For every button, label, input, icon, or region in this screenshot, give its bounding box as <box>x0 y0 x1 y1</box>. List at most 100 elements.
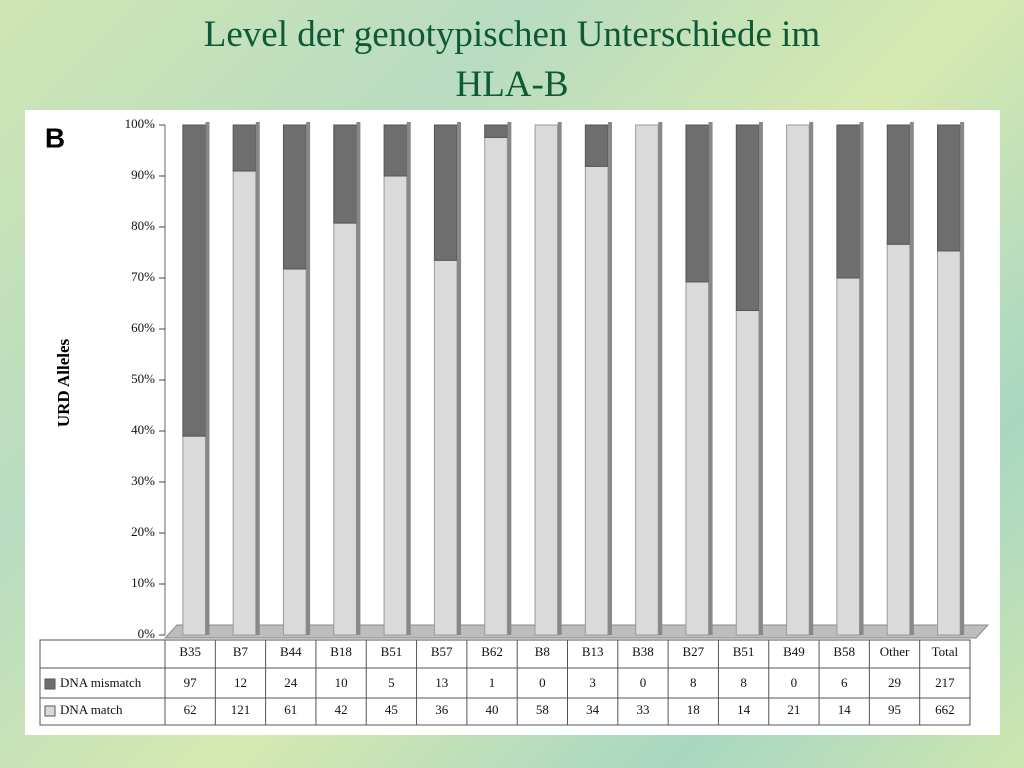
table-cell: 0 <box>791 675 798 690</box>
table-cell: 62 <box>184 702 197 717</box>
bar-segment <box>836 277 861 636</box>
table-cell: 12 <box>234 675 247 690</box>
bar-segment <box>484 136 508 636</box>
x-tick-label: B57 <box>431 644 453 659</box>
table-cell: 8 <box>740 675 747 690</box>
table-cell: 58 <box>536 702 549 717</box>
y-tick-label: 80% <box>131 218 155 233</box>
bar-side <box>607 122 612 635</box>
bar-side <box>406 122 411 635</box>
x-tick-label: B51 <box>733 644 755 659</box>
table-cell: 217 <box>935 675 955 690</box>
y-tick-label: 50% <box>131 371 155 386</box>
table-cell: 1 <box>489 675 496 690</box>
y-tick-label: 0% <box>138 626 156 641</box>
x-tick-label: Total <box>932 644 959 659</box>
bar-side <box>859 122 864 635</box>
bar-side <box>758 122 763 635</box>
y-tick-label: 90% <box>131 167 155 182</box>
bar-segment <box>282 124 307 270</box>
bar-segment <box>182 124 206 437</box>
bar-segment <box>282 268 307 636</box>
legend-swatch <box>44 705 56 717</box>
table-cell: 121 <box>231 702 251 717</box>
bar-segment <box>937 250 961 636</box>
bar-segment <box>182 435 206 636</box>
table-cell: 14 <box>838 702 852 717</box>
x-tick-label: B62 <box>481 644 503 659</box>
bar-segment <box>584 124 609 167</box>
table-cell: 662 <box>935 702 955 717</box>
x-tick-label: B58 <box>833 644 855 659</box>
x-tick-label: Other <box>880 644 910 659</box>
bar-side <box>909 122 914 635</box>
y-tick-label: 100% <box>125 116 156 131</box>
bar-side <box>306 122 311 635</box>
table-cell: 10 <box>335 675 348 690</box>
table-cell: 3 <box>589 675 596 690</box>
table-cell: 95 <box>888 702 901 717</box>
x-tick-label: B38 <box>632 644 654 659</box>
bar-segment <box>484 124 508 138</box>
x-tick-label: B27 <box>682 644 704 659</box>
legend-label: DNA match <box>60 702 123 717</box>
bar-side <box>457 122 462 635</box>
bar-segment <box>786 124 810 636</box>
y-tick-label: 10% <box>131 575 155 590</box>
table-cell: 97 <box>184 675 198 690</box>
bar-segment <box>433 259 458 636</box>
bar-segment <box>886 124 911 245</box>
table-cell: 13 <box>435 675 448 690</box>
table-cell: 18 <box>687 702 700 717</box>
table-cell: 36 <box>435 702 449 717</box>
legend-swatch <box>44 678 56 690</box>
bar-segment <box>584 165 609 636</box>
y-tick-label: 60% <box>131 320 155 335</box>
bar-side <box>708 122 713 635</box>
y-tick-label: 40% <box>131 422 155 437</box>
bar-segment <box>685 124 710 283</box>
bar-side <box>356 122 361 635</box>
bar-segment <box>836 124 861 279</box>
bar-side <box>960 122 965 635</box>
bar-segment <box>383 175 408 636</box>
table-cell: 29 <box>888 675 901 690</box>
x-tick-label: B13 <box>582 644 604 659</box>
bar-segment <box>886 243 911 636</box>
floor <box>163 624 990 639</box>
table-cell: 42 <box>335 702 348 717</box>
bar-side <box>658 122 663 635</box>
bar-segment <box>937 124 961 252</box>
bar-segment <box>735 124 760 311</box>
table-cell: 40 <box>486 702 499 717</box>
x-tick-label: B51 <box>381 644 403 659</box>
bar-segment <box>635 124 659 636</box>
x-tick-label: B44 <box>280 644 302 659</box>
bar-segment <box>433 124 458 261</box>
table-cell: 0 <box>539 675 546 690</box>
y-tick-label: 20% <box>131 524 155 539</box>
legend-label: DNA mismatch <box>60 675 142 690</box>
table-cell: 8 <box>690 675 697 690</box>
table-cell: 5 <box>388 675 395 690</box>
x-tick-label: B8 <box>535 644 550 659</box>
y-tick-label: 30% <box>131 473 155 488</box>
table-cell: 0 <box>640 675 647 690</box>
bar-segment <box>232 124 257 172</box>
panel-label: B <box>45 122 65 153</box>
bar-segment <box>534 124 559 636</box>
table-cell: 24 <box>284 675 298 690</box>
bar-segment <box>685 281 710 636</box>
bar-side <box>809 122 814 635</box>
y-axis-label: URD Alleles <box>54 338 73 427</box>
bar-side <box>255 122 260 635</box>
bar-segment <box>232 170 257 636</box>
table-cell: 21 <box>787 702 800 717</box>
table-cell: 33 <box>636 702 649 717</box>
table-cell: 14 <box>737 702 751 717</box>
y-tick-label: 70% <box>131 269 155 284</box>
x-tick-label: B35 <box>179 644 201 659</box>
table-cell: 34 <box>586 702 600 717</box>
